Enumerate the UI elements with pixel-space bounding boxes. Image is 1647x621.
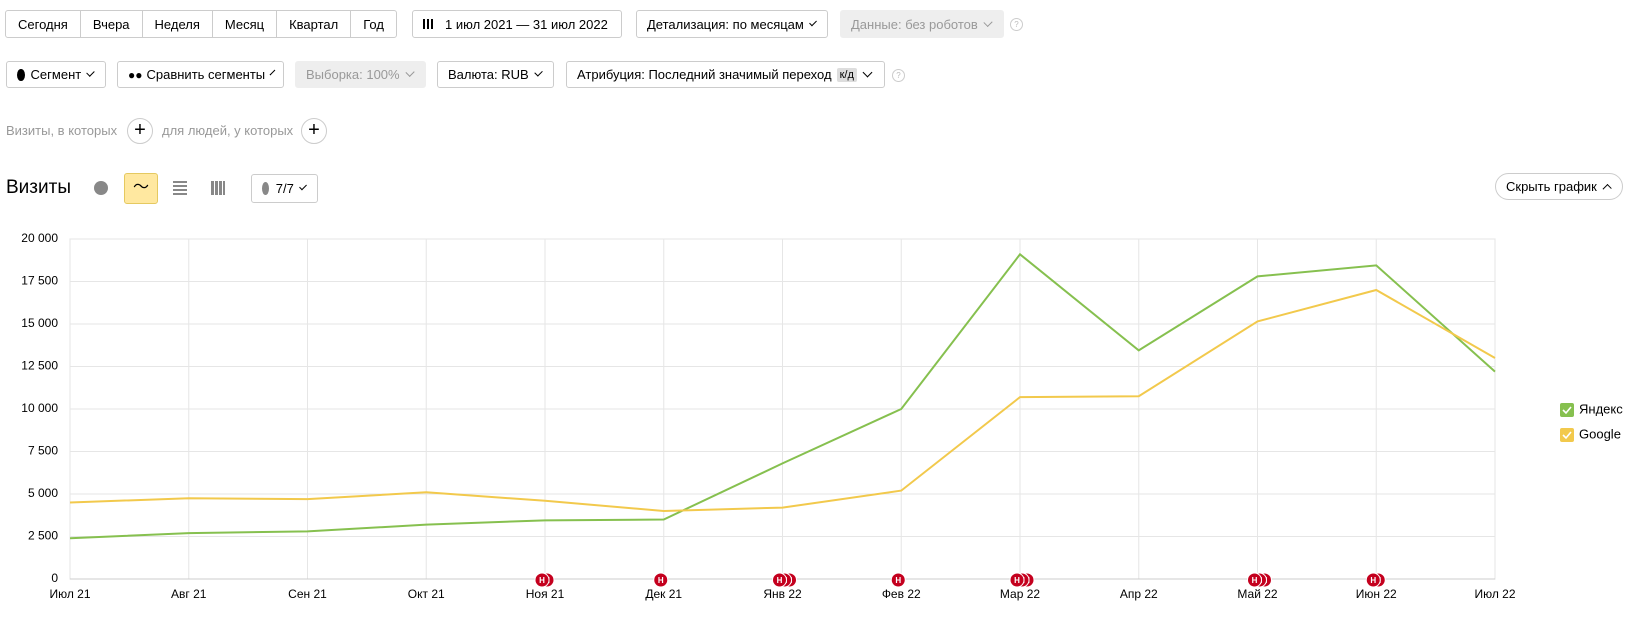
hide-chart-label: Скрыть график [1506,179,1597,194]
currency-label: Валюта: RUB [448,67,529,82]
date-button[interactable]: 1 июл 2021 — 31 июл 2022 [412,10,622,38]
annotation-marker[interactable]: Н [653,572,669,588]
x-tick-label: Ноя 21 [526,587,565,601]
hide-chart-button[interactable]: Скрыть график [1495,173,1623,200]
segment-label: Сегмент [30,67,82,82]
y-tick-label: 17 500 [21,274,58,288]
y-tick-label: 7 500 [28,444,58,458]
annotation-label: Н [1252,576,1258,585]
sample-button: Выборка: 100% [295,61,426,88]
annotation-marker[interactable]: Н [1009,572,1025,588]
detail-button[interactable]: Детализация: по месяцам [636,10,828,38]
annotation-marker[interactable]: Н [890,572,906,588]
legend-swatch [1560,428,1574,442]
people-condition: для людей, у которых [162,123,294,138]
annotation-circle [890,572,906,588]
y-tick-label: 5 000 [28,486,58,500]
currency-button[interactable]: Валюта: RUB [437,61,554,88]
annotation-label: Н [1014,576,1020,585]
x-tick-label: Апр 22 [1120,587,1158,601]
attribution-button[interactable]: Атрибуция: Последний значимый переход к/д [566,61,885,88]
annotation-marker[interactable]: Н [1365,572,1381,588]
annotation-marker[interactable]: Н [772,572,787,588]
notes-button[interactable]: 7/7 [251,174,318,203]
x-tick-label: Фев 22 [882,587,921,601]
y-tick-label: 10 000 [21,401,58,415]
x-tick-label: Авг 21 [171,587,207,601]
period-button[interactable]: Год [350,10,397,38]
sample-label: Выборка: 100% [306,67,400,82]
y-tick-label: 2 500 [28,529,58,543]
help-icon[interactable]: ? [1010,18,1023,31]
compare-button[interactable]: ●● Сравнить сегменты [117,61,284,88]
x-tick-label: Дек 21 [645,587,682,601]
period-group: Сегодня Вчера Неделя Месяц Квартал Год [5,10,397,38]
x-tick-label: Янв 22 [763,587,802,601]
series-line [69,252,1496,540]
annotation-circle [653,572,669,588]
add-people-condition[interactable]: + [301,118,327,144]
x-tick-label: Мар 22 [1000,587,1040,601]
notes-count: 7/7 [275,181,294,196]
x-tick-label: Май 22 [1237,587,1278,601]
x-tick-label: Июн 22 [1356,587,1397,601]
add-visits-condition[interactable]: + [127,118,153,144]
y-tick-label: 12 500 [21,359,58,373]
legend-label: Google [1579,426,1621,441]
annotation-label: Н [1370,576,1376,585]
attribution-tag: к/д [836,67,857,82]
segment-button[interactable]: Сегмент [6,61,106,88]
annotation-label: Н [777,576,783,585]
annotation-marker[interactable]: Н [534,572,550,588]
x-tick-label: Сен 21 [288,587,327,601]
data-filter-label: Данные: без роботов [851,16,978,32]
bar-view-icon[interactable] [211,181,225,195]
x-tick-label: Июл 21 [49,587,90,601]
compare-label: Сравнить сегменты [146,67,266,82]
detail-label: Детализация: по месяцам [647,16,804,32]
visits-condition: Визиты, в которых [6,123,118,138]
legend-check [1562,431,1572,440]
annotation-label: Н [895,576,901,585]
report-title: Визиты [6,177,71,198]
y-tick-label: 15 000 [21,316,58,330]
annotation-label: Н [539,576,545,585]
help-icon[interactable]: ? [892,69,905,82]
x-tick-label: Июл 22 [1474,587,1515,601]
legend-check [1562,406,1572,415]
annotation-circle [534,572,550,588]
area-view-icon[interactable] [173,181,187,195]
annotation-circle [1247,572,1262,588]
x-tick-label: Окт 21 [408,587,445,601]
legend-swatch [1560,403,1574,417]
pie-view-icon[interactable] [94,181,108,195]
data-filter-button: Данные: без роботов [840,10,1004,38]
annotation-circle [1009,572,1025,588]
y-tick-label: 20 000 [21,231,58,245]
legend-label: Яндекс [1579,401,1623,416]
line-view-icon[interactable]: 〜 [124,173,158,204]
attribution-label: Атрибуция: Последний значимый переход [577,67,832,82]
series-line [69,288,1496,513]
annotation-label: Н [658,576,664,585]
annotation-circle [772,572,787,588]
y-tick-label: 0 [51,571,58,585]
date-range: 1 июл 2021 — 31 июл 2022 [445,16,608,32]
annotation-marker[interactable]: Н [1247,572,1262,588]
annotation-circle [1365,572,1381,588]
